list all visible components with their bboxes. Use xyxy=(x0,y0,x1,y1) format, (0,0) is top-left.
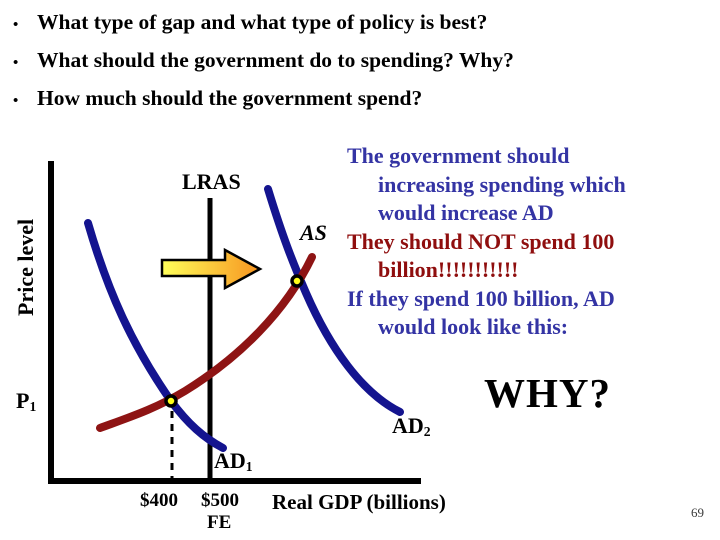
ad1-label: AD1 xyxy=(214,448,253,475)
as-curve xyxy=(96,253,316,432)
shift-right-arrow-icon xyxy=(160,247,263,291)
p1-base: P xyxy=(16,388,30,413)
bullet-icon: • xyxy=(13,17,19,33)
bullet-text: What should the government do to spendin… xyxy=(37,48,514,72)
fe-label: FE xyxy=(207,512,232,533)
bullet-text: How much should the government spend? xyxy=(37,86,423,110)
as-label: AS xyxy=(300,220,327,245)
page-number: 69 xyxy=(691,505,704,520)
ad2-curve xyxy=(264,185,404,416)
note-line: The government should xyxy=(347,143,570,168)
note-block: The government should increasing spendin… xyxy=(347,142,627,342)
equilibrium-dot-ad1-as xyxy=(164,394,178,408)
bullet-item: • What should the government do to spend… xyxy=(8,43,708,81)
bullet-list: • What type of gap and what type of poli… xyxy=(8,5,708,119)
bullet-icon: • xyxy=(13,93,19,109)
bullet-item: • What type of gap and what type of poli… xyxy=(8,5,708,43)
note-line: They should NOT spend 100 xyxy=(347,228,615,254)
bullet-icon: • xyxy=(13,55,19,71)
x-tick-500: $500 xyxy=(201,490,239,511)
ad2-base: AD xyxy=(392,413,424,438)
lras-label: LRAS xyxy=(182,169,241,194)
p1-sub: 1 xyxy=(29,399,37,415)
note-line: billion!!!!!!!!!!! xyxy=(378,257,519,282)
bullet-text: What type of gap and what type of policy… xyxy=(37,10,488,34)
note-line: would look like this: xyxy=(378,314,569,339)
ad1-base: AD xyxy=(214,448,246,473)
equilibrium-dot-ad2-as xyxy=(290,274,304,288)
ad1-curve xyxy=(84,219,227,452)
y-axis-label: Price level xyxy=(13,218,38,316)
bullet-item: • How much should the government spend? xyxy=(8,81,708,119)
note-line: would increase AD xyxy=(378,200,554,225)
x-axis-label: Real GDP (billions) xyxy=(272,490,446,514)
why-text: WHY? xyxy=(484,370,611,416)
note-line: increasing spending which xyxy=(378,171,626,197)
ad2-sub: 2 xyxy=(423,424,431,440)
ad2-label: AD2 xyxy=(392,413,431,440)
ad1-sub: 1 xyxy=(245,459,253,475)
p1-label: P1 xyxy=(16,388,36,415)
x-tick-400: $400 xyxy=(140,490,178,511)
note-line: If they spend 100 billion, AD xyxy=(347,285,615,311)
